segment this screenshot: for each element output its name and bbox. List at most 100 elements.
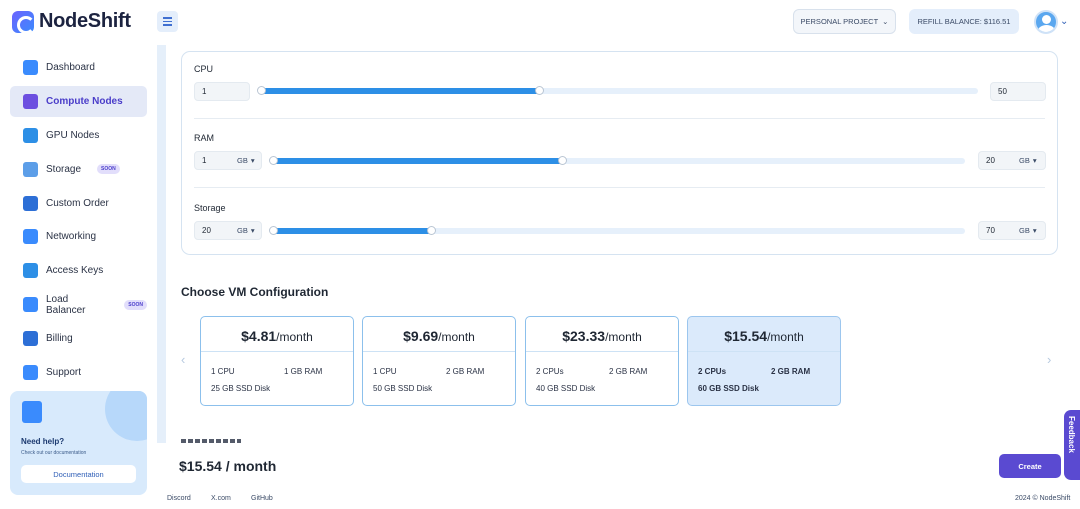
config-cpu: 1 CPU [211, 367, 235, 376]
storage-slider-min-handle[interactable] [269, 226, 278, 235]
storage-max-input[interactable]: 70 [978, 221, 1046, 240]
card-divider [526, 351, 678, 352]
sidebar-item-label: Storage [46, 163, 82, 175]
nodeshift-logo-icon [12, 10, 35, 34]
dashboard-icon [23, 60, 38, 75]
sidebar-item-networking[interactable]: Networking [10, 221, 147, 252]
cpu-min-input[interactable]: 1 [194, 82, 250, 101]
project-label: PERSONAL PROJECT [800, 17, 879, 26]
footer-link-x[interactable]: X.com [211, 495, 231, 502]
footer-link-discord[interactable]: Discord [167, 495, 191, 502]
storage-max-unit-select[interactable]: GB ▾ [1019, 226, 1037, 235]
sidebar-item-label: Access Keys [46, 265, 104, 277]
price-amount: $15.54 [724, 328, 768, 344]
price-period: /month [605, 330, 642, 344]
footer-link-github[interactable]: GitHub [251, 495, 273, 502]
storage-max-value: 70 [986, 226, 995, 235]
refill-balance-button[interactable]: REFILL BALANCE: $116.51 [909, 9, 1019, 34]
storage-slider-max-handle[interactable] [427, 226, 436, 235]
vm-config-card[interactable]: $4.81/month 1 CPU 1 GB RAM 25 GB SSD Disk [200, 316, 354, 406]
project-selector[interactable]: PERSONAL PROJECT ⌄ [793, 9, 896, 34]
feedback-label: Feedback [1067, 416, 1076, 453]
storage-slider-track[interactable] [271, 228, 965, 234]
chevron-down-icon: ⌄ [882, 17, 889, 26]
soon-badge: SOON [124, 299, 147, 310]
ram-max-value: 20 [986, 156, 995, 165]
storage-min-unit-select[interactable]: GB ▾ [237, 226, 255, 235]
caret-down-icon: ▾ [1032, 226, 1037, 235]
document-icon [22, 401, 42, 423]
unit-label: GB [1019, 226, 1030, 235]
refill-label: REFILL BALANCE: $116.51 [917, 17, 1011, 26]
price-period: /month [276, 330, 313, 344]
ram-slider-fill [271, 158, 562, 164]
help-subtitle: Check out our documentation [21, 450, 87, 456]
documentation-button[interactable]: Documentation [21, 465, 136, 483]
sidebar-item-label: Billing [46, 333, 73, 345]
config-ram: 1 GB RAM [284, 367, 323, 376]
storage-min-value: 20 [202, 226, 211, 235]
soon-badge: SOON [97, 164, 120, 175]
config-ram: 2 GB RAM [609, 367, 648, 376]
ram-max-input[interactable]: 20 [978, 151, 1046, 170]
sidebar-item-dashboard[interactable]: Dashboard [10, 52, 147, 83]
vm-config-card[interactable]: $9.69/month 1 CPU 2 GB RAM 50 GB SSD Disk [362, 316, 516, 406]
config-cpu: 2 CPUs [536, 367, 564, 376]
config-price: $15.54/month [688, 328, 840, 346]
storage-icon [23, 161, 38, 177]
avatar-icon[interactable] [1034, 10, 1058, 34]
feedback-tab[interactable]: Feedback [1064, 410, 1080, 480]
sidebar-item-load-balancer[interactable]: Load Balancer SOON [10, 289, 147, 320]
brand-logo[interactable]: NodeShift [12, 10, 131, 34]
ram-slider-track[interactable] [271, 158, 965, 164]
cpu-max-value: 50 [998, 87, 1007, 96]
chip-icon [23, 93, 38, 109]
gpu-icon [23, 127, 38, 143]
cpu-slider-min-handle[interactable] [257, 86, 266, 95]
ram-min-input[interactable]: 1 [194, 151, 262, 170]
storage-label: Storage [194, 203, 226, 213]
sidebar-item-compute-nodes[interactable]: Compute Nodes [10, 85, 147, 117]
unit-label: GB [237, 156, 248, 165]
create-button[interactable]: Create [999, 454, 1061, 478]
sidebar-item-label: Compute Nodes [46, 95, 123, 107]
ram-slider-max-handle[interactable] [558, 156, 567, 165]
next-section-heading [181, 438, 251, 443]
cpu-min-value: 1 [202, 87, 207, 96]
config-cpu: 2 CPUs [698, 367, 727, 376]
chevron-right-icon[interactable]: › [1047, 352, 1052, 367]
config-price: $23.33/month [526, 328, 678, 346]
card-divider [363, 351, 515, 352]
storage-slider-fill [271, 228, 431, 234]
vm-config-card[interactable]: $15.54/month 2 CPUs 2 GB RAM 60 GB SSD Disk [687, 316, 841, 406]
chevron-down-icon[interactable]: ⌄ [1060, 16, 1069, 27]
cpu-slider-max-handle[interactable] [535, 86, 544, 95]
caret-down-icon: ▾ [250, 156, 255, 165]
ram-max-unit-select[interactable]: GB ▾ [1019, 156, 1037, 165]
ram-min-unit-select[interactable]: GB ▾ [237, 156, 255, 165]
resource-sliders-card [181, 51, 1058, 255]
cpu-slider-track[interactable] [259, 88, 978, 94]
divider [194, 118, 1045, 119]
vm-config-card[interactable]: $23.33/month 2 CPUs 2 GB RAM 40 GB SSD Disk [525, 316, 679, 406]
sidebar-item-storage[interactable]: Storage SOON [10, 154, 147, 185]
sidebar-item-label: Custom Order [46, 197, 109, 209]
cloud-icon [23, 229, 38, 245]
caret-down-icon: ▾ [1032, 156, 1037, 165]
menu-icon[interactable] [157, 11, 178, 32]
help-title: Need help? [21, 437, 65, 446]
sidebar-item-access-keys[interactable]: Access Keys [10, 255, 147, 286]
cpu-max-input[interactable]: 50 [990, 82, 1046, 101]
sidebar-item-billing[interactable]: Billing [10, 323, 147, 354]
price-period: /month [767, 330, 804, 344]
storage-min-input[interactable]: 20 [194, 221, 262, 240]
chevron-left-icon[interactable]: ‹ [181, 352, 186, 367]
sidebar-item-custom-order[interactable]: Custom Order [10, 188, 147, 219]
billing-icon [23, 331, 38, 347]
ram-label: RAM [194, 133, 214, 143]
sidebar-item-label: Support [46, 367, 82, 379]
sidebar-item-support[interactable]: Support [10, 357, 147, 388]
sidebar-item-gpu-nodes[interactable]: GPU Nodes [10, 120, 147, 151]
balancer-icon [23, 297, 38, 313]
ram-slider-min-handle[interactable] [269, 156, 278, 165]
